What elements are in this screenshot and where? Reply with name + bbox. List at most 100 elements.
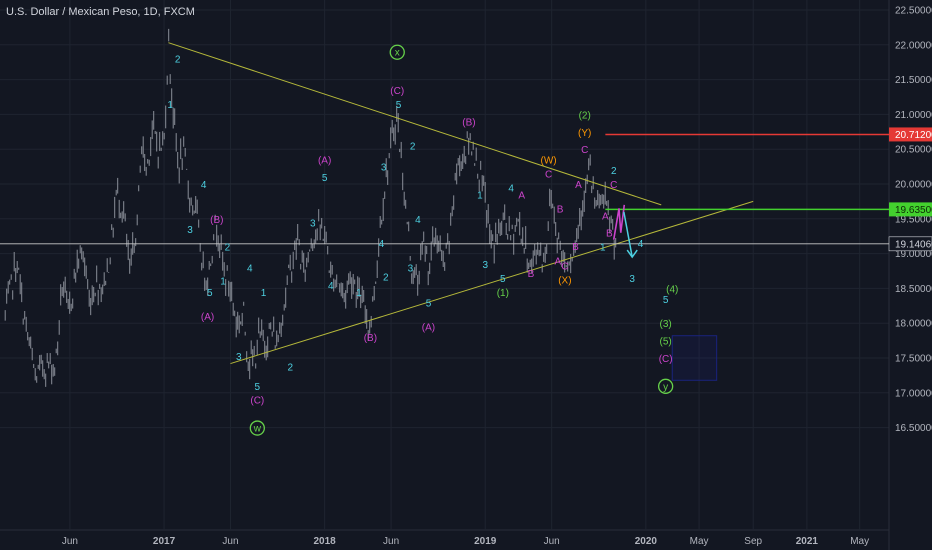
y-tick-label: 17.00000: [895, 388, 932, 399]
wave-label: 4: [379, 239, 385, 250]
candles: [4, 28, 617, 387]
x-tick-label: Jun: [62, 536, 78, 547]
wave-label: (B): [462, 117, 475, 128]
y-tick-label: 22.00000: [895, 40, 932, 51]
y-tick-label: 21.00000: [895, 110, 932, 121]
wave-label: 2: [225, 243, 231, 254]
wave-label: 5: [322, 173, 328, 184]
wave-label: 1: [477, 190, 483, 201]
wave-label: B: [572, 242, 579, 253]
wave-label: (A): [422, 323, 435, 334]
wave-label: C: [581, 145, 588, 156]
x-tick-label: Sep: [744, 536, 762, 547]
wave-label: (C): [250, 396, 264, 407]
wave-label: 4: [415, 215, 421, 226]
wave-label: (X): [558, 275, 571, 286]
wave-label: 3: [187, 225, 193, 236]
wave-label: 3: [381, 163, 387, 174]
price-label-box: [889, 127, 932, 142]
forecast-path: [612, 204, 626, 240]
price-label: 19.63500: [895, 205, 932, 216]
lower-trendline: [230, 200, 754, 365]
wave-label: 1: [600, 243, 606, 254]
x-tick-label: 2017: [153, 536, 176, 547]
wave-label: 1: [261, 288, 267, 299]
wave-label: C: [610, 180, 617, 191]
wave-label: B: [528, 269, 535, 280]
wave-label: 1: [167, 100, 173, 111]
y-tick-label: 20.00000: [895, 180, 932, 191]
wave-circle: [389, 44, 405, 60]
wave-label: x: [395, 48, 400, 59]
upper-trendline: [168, 42, 662, 206]
wave-label: A: [575, 180, 582, 191]
x-tick-label: 2020: [635, 536, 658, 547]
y-tick-label: 21.50000: [895, 75, 932, 86]
y-tick-label: 16.50000: [895, 423, 932, 434]
price-label-box: [889, 202, 932, 217]
wave-label: (B): [210, 215, 223, 226]
wave-label: 5: [663, 295, 669, 306]
wave-label: (5): [660, 337, 672, 348]
y-tick-label: 17.50000: [895, 354, 932, 365]
x-tick-label: Jun: [383, 536, 399, 547]
wave-label: (3): [660, 319, 672, 330]
wave-label: (C): [659, 354, 673, 365]
wave-label: C: [545, 170, 552, 181]
y-tick-label: 19.50000: [895, 214, 932, 225]
wave-label: 2: [383, 273, 389, 284]
y-tick-label: 18.50000: [895, 284, 932, 295]
x-tick-label: 2018: [314, 536, 337, 547]
wave-label: (A): [201, 312, 214, 323]
wave-label: 3: [310, 218, 316, 229]
chart-title: U.S. Dollar / Mexican Peso, 1D, FXCM: [6, 6, 195, 18]
wave-circle: [657, 378, 674, 394]
wave-label: (1): [497, 288, 509, 299]
price-label-box: [888, 236, 932, 252]
wave-label: (2): [579, 110, 591, 121]
y-tick-label: 20.50000: [895, 145, 932, 156]
wave-label: C: [561, 261, 568, 272]
forecast-arrow: [623, 211, 633, 258]
wave-label: (B): [364, 333, 377, 344]
wave-label: 4: [247, 264, 253, 275]
wave-label: A: [518, 190, 525, 201]
wave-label: 2: [611, 166, 617, 177]
wave-label: 5: [396, 100, 402, 111]
wave-label: (W): [541, 156, 557, 167]
wave-label: 4: [508, 183, 514, 194]
wave-label: w: [253, 424, 262, 435]
wave-label: 3: [482, 260, 488, 271]
x-tick-label: Jun: [544, 536, 560, 547]
wave-label: 4: [201, 180, 207, 191]
wave-label: A: [602, 211, 609, 222]
wave-label: 2: [175, 55, 181, 66]
wave-label: (C): [390, 86, 404, 97]
wave-label: B: [606, 229, 613, 240]
target-box: [671, 335, 718, 381]
wave-label: (Y): [578, 128, 591, 139]
x-tick-label: 2019: [474, 536, 497, 547]
x-tick-label: 2021: [796, 536, 819, 547]
wave-label: 4: [638, 239, 644, 250]
wave-label: 5: [207, 288, 213, 299]
wave-label: 5: [255, 382, 261, 393]
wave-label: 1: [356, 288, 362, 299]
wave-label: A: [555, 257, 562, 268]
forecast-arrow-head: [626, 249, 638, 259]
y-tick-label: 18.00000: [895, 319, 932, 330]
wave-circle: [249, 420, 265, 436]
wave-label: B: [557, 204, 564, 215]
wave-label: (A): [318, 156, 331, 167]
wave-label: 2: [410, 142, 416, 153]
wave-label: 2: [288, 362, 294, 373]
wave-label: 1: [220, 277, 226, 288]
wave-label: (4): [666, 284, 678, 295]
x-tick-label: Jun: [222, 536, 238, 547]
price-label: 19.14060: [895, 239, 932, 250]
wave-label: 3: [408, 264, 414, 275]
x-tick-label: May: [690, 536, 709, 547]
wave-label: 5: [426, 298, 432, 309]
wave-label: y: [663, 382, 668, 393]
